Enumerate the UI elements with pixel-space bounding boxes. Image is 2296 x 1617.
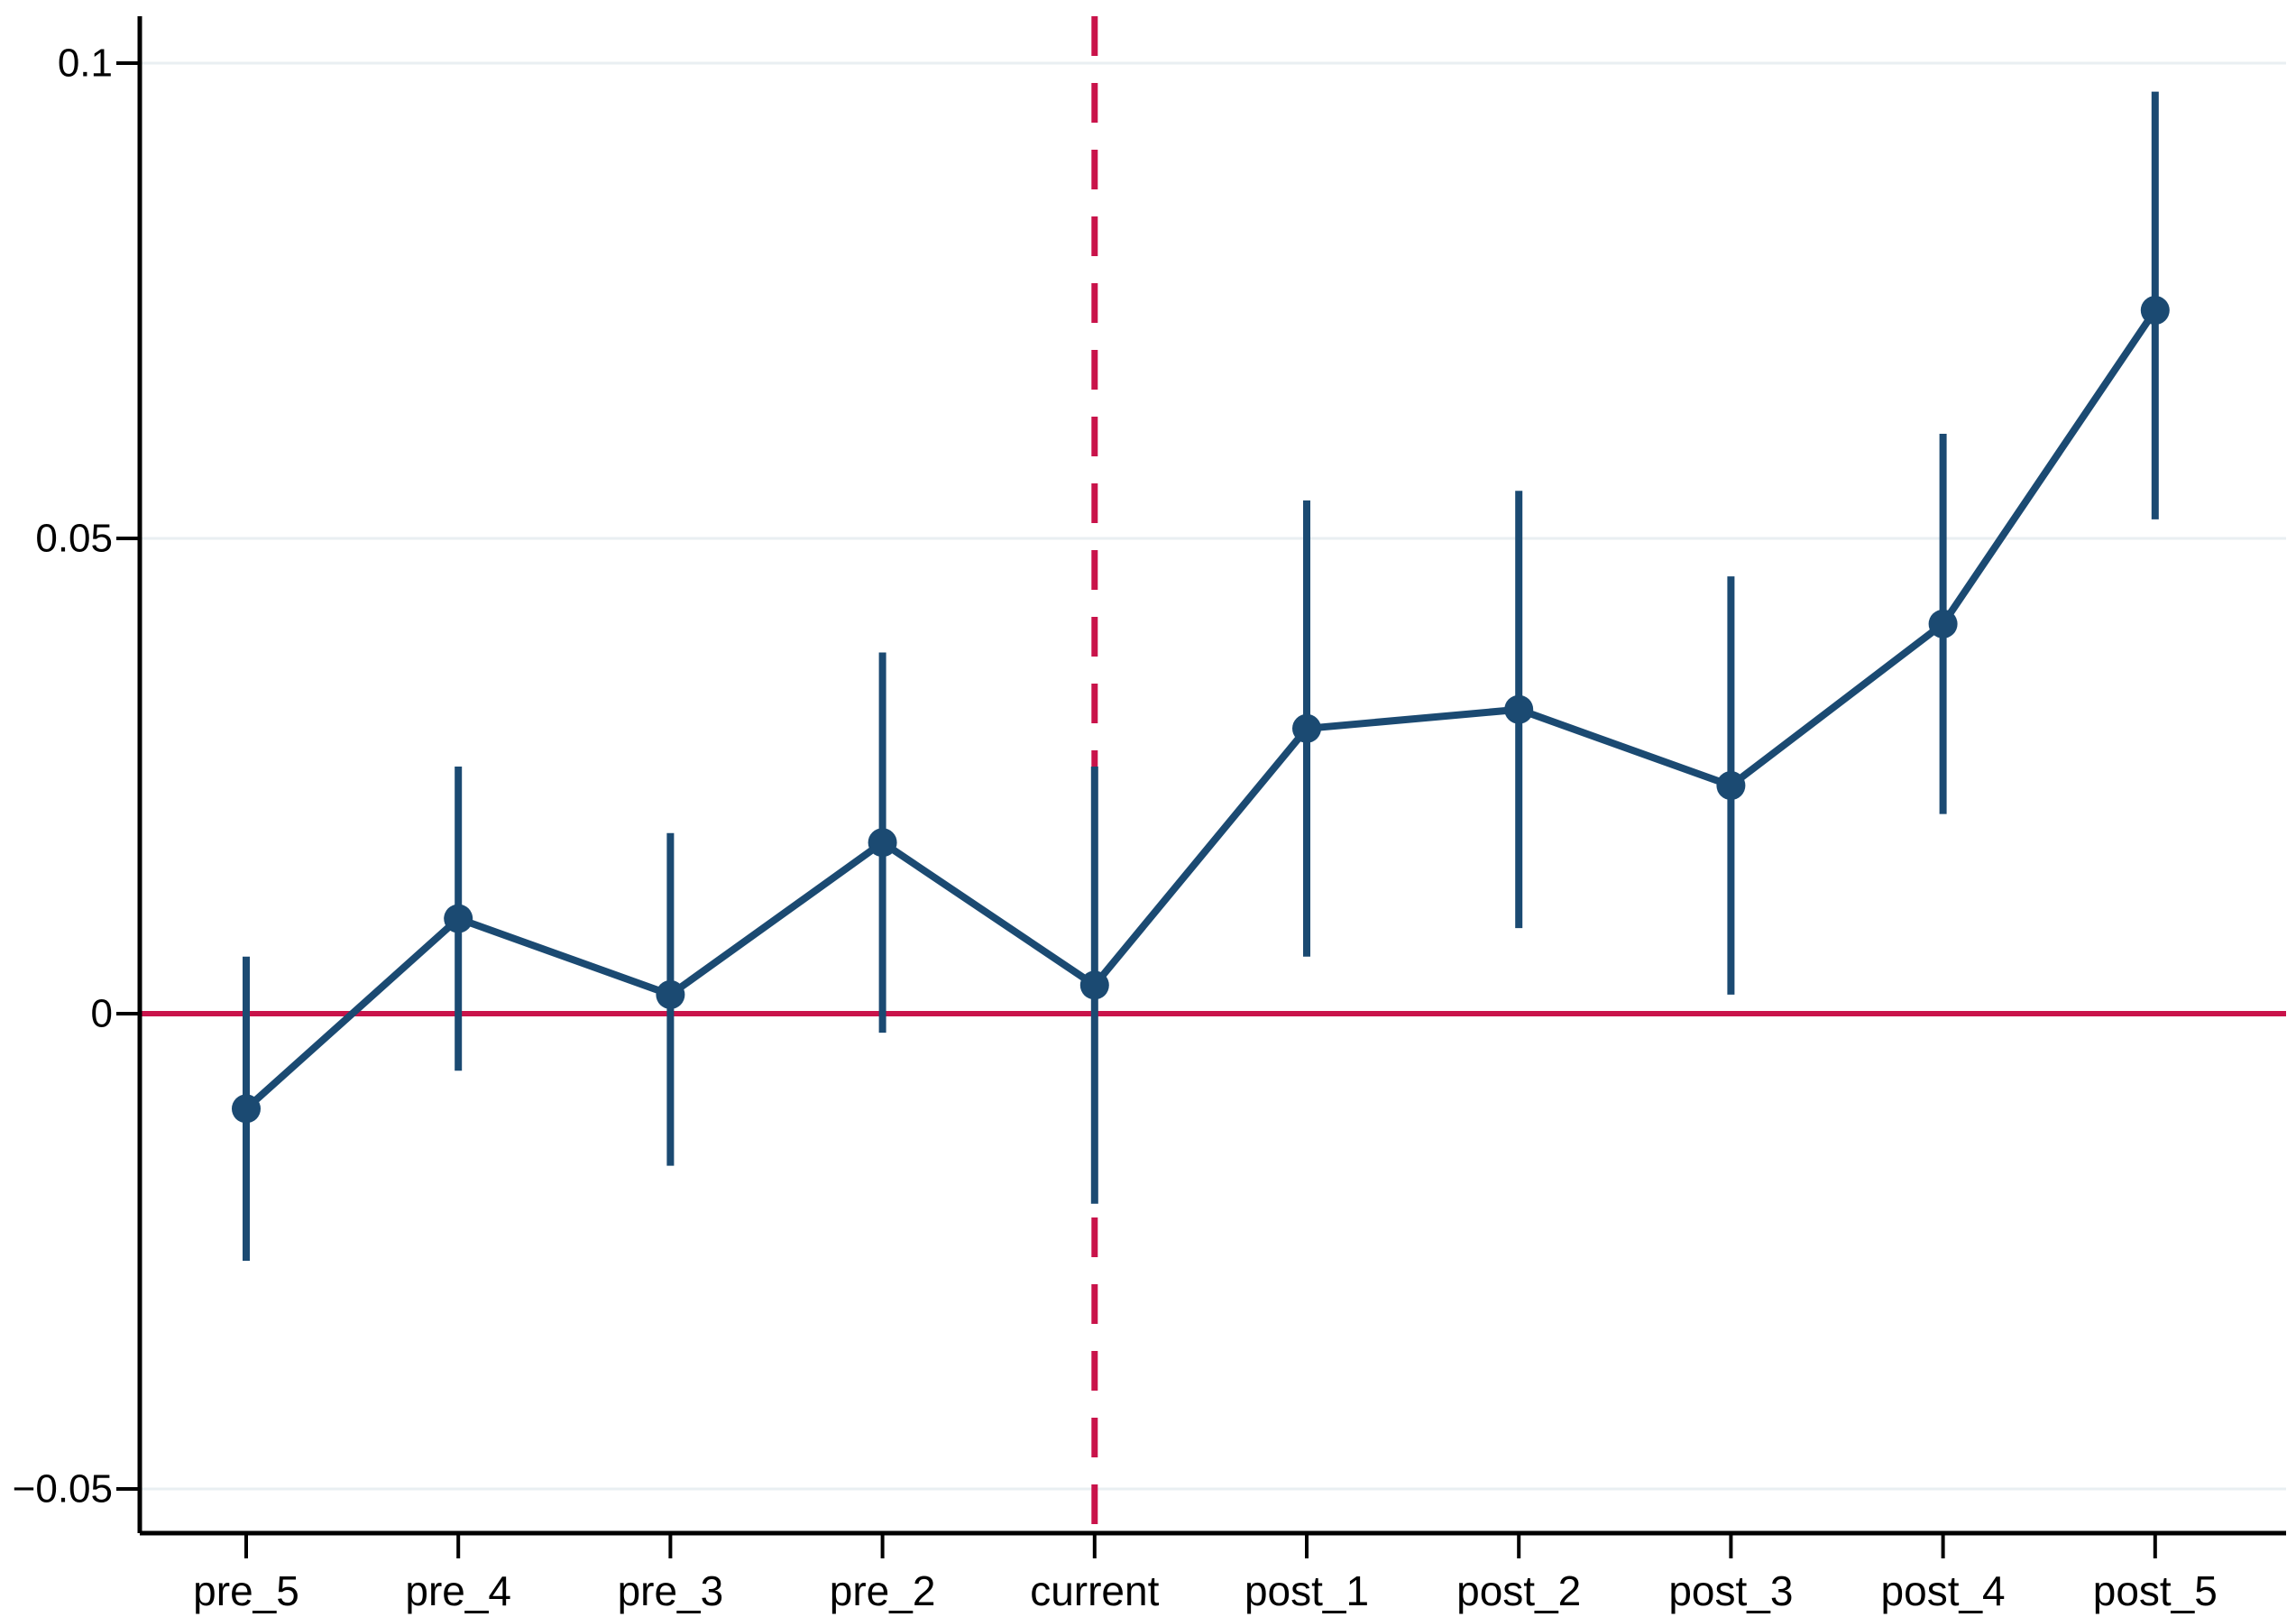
x-axis-label-post_2: post_2 bbox=[1456, 1567, 1581, 1614]
data-point-post_4 bbox=[1928, 609, 1958, 639]
x-axis-label-post_3: post_3 bbox=[1668, 1567, 1793, 1614]
data-point-post_5 bbox=[2140, 296, 2170, 326]
x-axis-label-pre_5: pre_5 bbox=[193, 1567, 299, 1614]
x-axis-label-post_1: post_1 bbox=[1244, 1567, 1369, 1614]
data-point-pre_5 bbox=[232, 1094, 261, 1124]
x-axis-label-post_4: post_4 bbox=[1881, 1567, 2006, 1614]
data-point-post_1 bbox=[1292, 713, 1321, 743]
data-point-post_2 bbox=[1504, 694, 1534, 724]
y-tick-label-0.05: 0.05 bbox=[35, 517, 113, 561]
x-axis-label-pre_2: pre_2 bbox=[830, 1567, 936, 1614]
x-axis-label-post_5: post_5 bbox=[2093, 1567, 2218, 1614]
x-axis-label-current: current bbox=[1030, 1567, 1159, 1614]
y-tick-label-−0.05: −0.05 bbox=[13, 1467, 113, 1511]
x-axis-label-pre_3: pre_3 bbox=[618, 1567, 724, 1614]
series-line bbox=[243, 308, 2159, 1112]
data-point-pre_4 bbox=[444, 904, 473, 933]
data-point-pre_2 bbox=[868, 828, 897, 858]
x-axis-label-pre_4: pre_4 bbox=[405, 1567, 511, 1614]
y-tick-label-0: 0 bbox=[91, 992, 113, 1036]
y-tick-label-0.1: 0.1 bbox=[58, 41, 113, 86]
data-point-current bbox=[1079, 970, 1109, 1000]
data-point-pre_3 bbox=[656, 979, 685, 1009]
data-point-post_3 bbox=[1716, 771, 1746, 801]
